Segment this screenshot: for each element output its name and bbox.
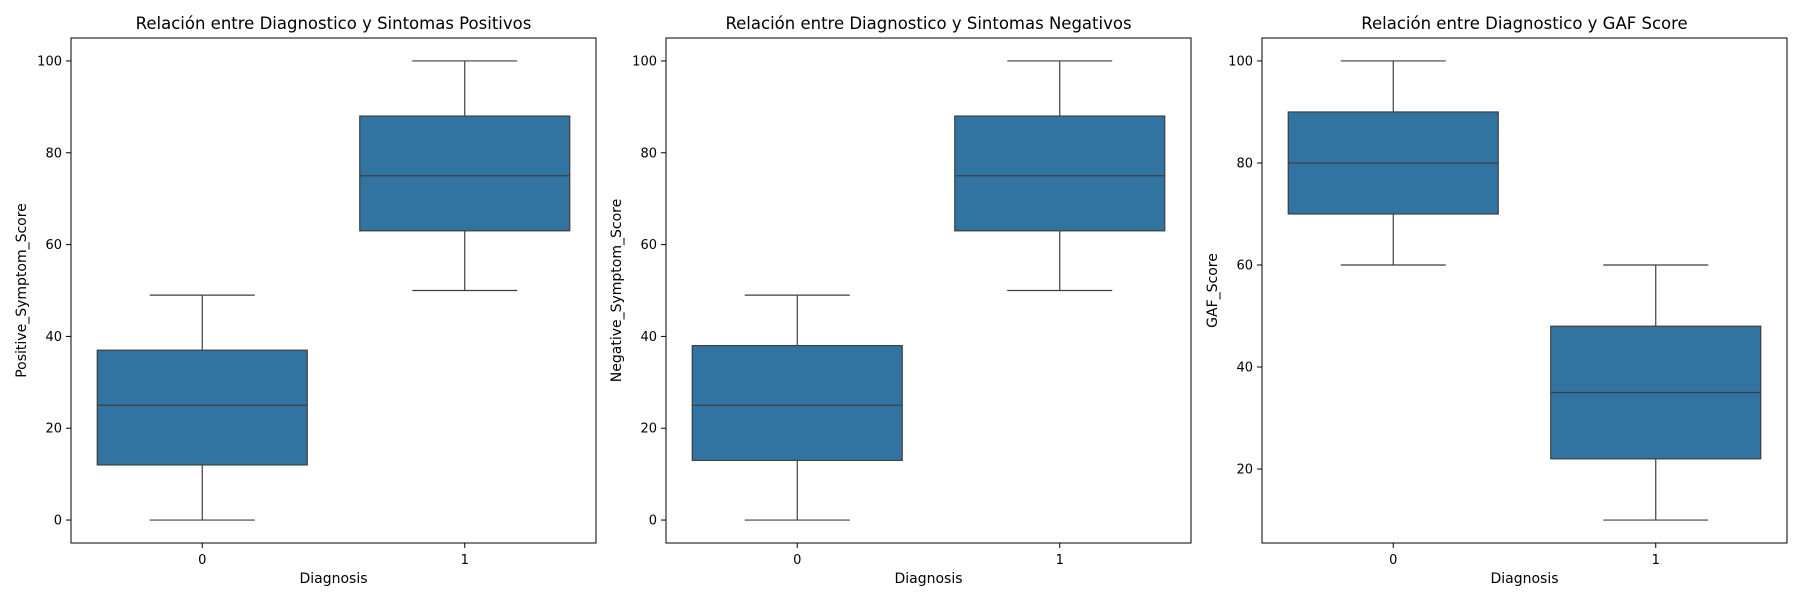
box-body [359,115,571,232]
y-axis-label: GAF_Score [1205,253,1221,328]
box-0 [96,294,308,521]
box-body [954,115,1166,232]
y-tick-label: 60 [45,238,62,253]
y-tick-label: 60 [640,238,657,253]
chart-title: Relación entre Diagnostico y Sintomas Ne… [725,14,1131,33]
x-tick-label: 0 [793,553,801,568]
y-tick-label: 100 [1228,54,1253,69]
x-tick-label: 1 [1056,553,1064,568]
y-tick-label: 40 [45,330,62,345]
y-axis-label: Negative_Symptom_Score [609,199,625,382]
y-tick-label: 20 [1236,463,1253,478]
y-tick-label: 0 [54,514,62,529]
box-body [96,349,308,466]
chart-title: Relación entre Diagnostico y GAF Score [1361,14,1687,33]
axes-frame [70,37,597,544]
box-0 [691,294,903,521]
y-tick-label: 20 [45,422,62,437]
y-tick-label: 80 [45,146,62,161]
x-axis-label: Diagnosis [894,571,962,587]
x-tick-label: 0 [1389,553,1397,568]
axes-frame [665,37,1192,544]
y-tick-label: 100 [632,54,657,69]
x-axis-label: Diagnosis [299,571,367,587]
x-tick-label: 0 [198,553,206,568]
y-tick-label: 20 [640,422,657,437]
box-0 [1287,60,1499,266]
x-axis-label: Diagnosis [1490,571,1558,587]
y-tick-label: 80 [1236,156,1253,171]
box-1 [1550,264,1762,521]
box-1 [954,60,1166,292]
y-axis-label: Positive_Symptom_Score [14,203,30,378]
chart-title: Relación entre Diagnostico y Sintomas Po… [136,14,532,33]
chart-panel-1: 0 20 40 60 80 100 0 1 Relación entre Diagnostico… [609,14,1192,587]
y-tick-label: 40 [1236,361,1253,376]
y-tick-label: 0 [649,514,657,529]
box-body [691,344,903,461]
x-tick-label: 1 [1652,553,1660,568]
axes-frame [1261,37,1788,544]
box-1 [359,60,571,292]
y-tick-label: 80 [640,146,657,161]
y-tick-label: 60 [1236,258,1253,273]
y-tick-label: 100 [37,54,62,69]
chart-panel-0: 0 20 40 60 80 100 0 1 Relación entre Diagnostico… [14,14,597,587]
y-tick-label: 40 [640,330,657,345]
x-tick-label: 1 [461,553,469,568]
chart-panel-2: 20 40 60 80 100 0 1 Relación entre Diagnostico … [1205,14,1788,587]
